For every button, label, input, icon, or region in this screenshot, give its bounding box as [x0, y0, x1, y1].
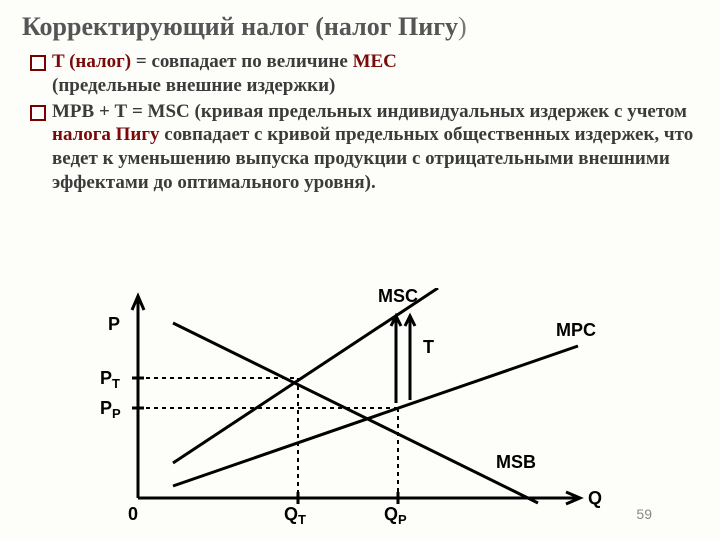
- label-t: T: [423, 337, 434, 357]
- economics-diagram: P Q 0 PT PP QT QP MSC MPC MSB T: [78, 288, 638, 532]
- bullet-2-p1: (кривая предельных индивидуальных издерж…: [195, 101, 688, 122]
- slide-page: Корректирующий налог (налог Пигу) T (нал…: [0, 0, 720, 540]
- bullet-1-term1: T (налог): [52, 51, 131, 72]
- label-mpc: MPC: [556, 320, 596, 340]
- bullet-list: T (налог) = совпадает по величине МЕС (п…: [30, 50, 698, 195]
- label-p: P: [108, 314, 120, 334]
- bullet-1-tail: (предельные внешние издержки): [52, 75, 335, 96]
- label-pp: PP: [100, 398, 121, 421]
- bullet-2-lead: МРВ + Т = MSC: [52, 101, 195, 122]
- page-number: 59: [636, 506, 652, 522]
- label-qp: QP: [384, 504, 407, 527]
- slide-title: Корректирующий налог (налог Пигу): [22, 12, 698, 42]
- label-msc: MSC: [378, 288, 418, 306]
- bullet-1-term2: МЕС: [353, 51, 397, 72]
- title-main: Корректирующий налог (налог Пигу: [22, 12, 458, 41]
- label-pt: PT: [100, 368, 120, 391]
- bullet-2-term: налога Пигу: [52, 124, 160, 145]
- bullet-1: T (налог) = совпадает по величине МЕС (п…: [30, 50, 698, 98]
- axes: [132, 296, 580, 504]
- label-msb: MSB: [496, 452, 536, 472]
- label-qt: QT: [284, 504, 306, 527]
- guide-lines: [138, 378, 398, 498]
- tick-marks: [132, 378, 398, 504]
- label-q: Q: [588, 488, 602, 508]
- msc-line: [173, 288, 438, 463]
- t-annotation-lines: [391, 316, 415, 403]
- label-origin: 0: [128, 504, 138, 524]
- bullet-2: МРВ + Т = MSC (кривая предельных индивид…: [30, 100, 698, 195]
- bullet-1-mid: = совпадает по величине: [131, 51, 352, 72]
- title-paren: ): [458, 12, 467, 41]
- msb-line: [173, 323, 538, 503]
